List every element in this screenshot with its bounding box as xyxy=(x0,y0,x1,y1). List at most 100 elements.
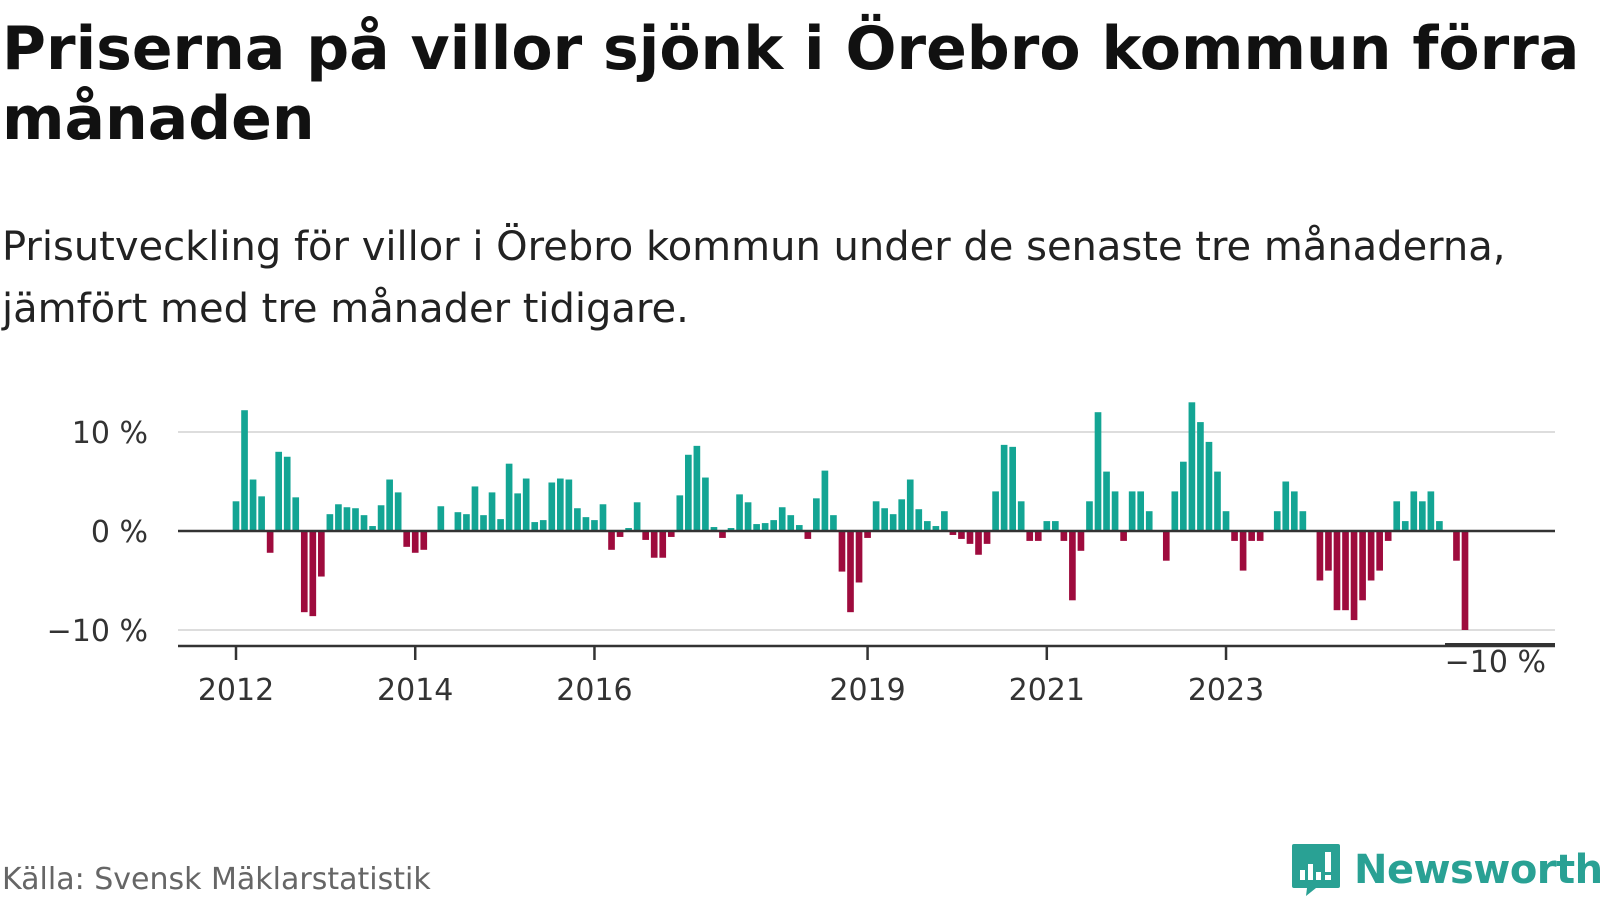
bar xyxy=(471,486,479,531)
bar xyxy=(232,501,240,531)
bar xyxy=(1419,501,1426,531)
bar xyxy=(1034,531,1042,541)
bar xyxy=(958,531,965,539)
bar xyxy=(1197,422,1204,531)
bar xyxy=(1111,491,1119,531)
bar xyxy=(1384,531,1392,541)
bar xyxy=(360,515,368,531)
bar xyxy=(539,520,547,531)
bar xyxy=(1086,501,1093,531)
bar xyxy=(1333,531,1341,611)
bar xyxy=(411,531,419,553)
bar xyxy=(727,528,735,531)
bar xyxy=(1000,444,1008,531)
bar xyxy=(1316,531,1324,581)
chart-subtitle: Prisutveckling för villor i Örebro kommu… xyxy=(2,224,1506,332)
bar xyxy=(1239,531,1247,571)
bar xyxy=(685,454,692,531)
bar xyxy=(1180,461,1187,531)
bar xyxy=(838,531,846,572)
bar xyxy=(463,514,470,531)
bar xyxy=(309,531,317,617)
bar xyxy=(719,531,726,538)
bar xyxy=(1052,521,1059,531)
bar xyxy=(394,492,402,531)
bar xyxy=(1350,531,1358,621)
bar xyxy=(744,502,752,531)
bar xyxy=(352,508,359,531)
source-note: Källa: Svensk Mäklarstatistik xyxy=(2,862,431,897)
bar xyxy=(369,526,376,531)
x-tick-label: 2016 xyxy=(556,673,632,708)
bar xyxy=(531,522,539,531)
brand-name: Newsworthy xyxy=(1354,847,1600,893)
bar xyxy=(249,479,257,531)
bar xyxy=(1222,511,1230,531)
bar xyxy=(1410,491,1418,531)
bar xyxy=(1393,501,1401,531)
x-tick-label: 2021 xyxy=(1009,673,1085,708)
brand-logo[interactable]: Newsworthy xyxy=(1290,842,1600,898)
bar xyxy=(1401,521,1409,531)
bar xyxy=(847,531,854,613)
bar xyxy=(1026,531,1034,541)
bar xyxy=(667,531,675,537)
bar xyxy=(855,531,863,583)
bar-chart: 10 % 0 % −10 % 2012 2014 2016 2019 2021 2023 −10 … xyxy=(47,402,1555,708)
bar xyxy=(514,493,521,531)
bar xyxy=(454,512,462,531)
bar xyxy=(497,519,504,531)
bar xyxy=(710,527,718,531)
bar xyxy=(1060,531,1068,541)
bar xyxy=(1256,531,1264,541)
bar xyxy=(932,526,940,531)
bar xyxy=(659,531,667,558)
bar xyxy=(1453,531,1460,561)
bar xyxy=(898,499,906,531)
bar xyxy=(548,482,556,531)
bar xyxy=(923,521,931,531)
bar xyxy=(591,520,598,531)
bar xyxy=(1120,531,1127,541)
y-tick-label: 0 % xyxy=(91,515,148,550)
bar xyxy=(335,504,342,531)
bar xyxy=(992,491,999,531)
bar xyxy=(266,531,274,553)
bar xyxy=(1376,531,1383,571)
bar xyxy=(343,507,351,531)
bar xyxy=(1427,491,1435,531)
bar xyxy=(770,520,778,531)
bar xyxy=(1094,412,1102,531)
bar xyxy=(480,515,487,531)
bar xyxy=(625,528,632,531)
bar xyxy=(633,502,641,531)
bar xyxy=(1461,531,1469,630)
y-tick-label: 10 % xyxy=(72,416,148,451)
bar xyxy=(283,456,291,531)
axis-layer xyxy=(178,529,1555,660)
bar xyxy=(505,463,513,531)
bar xyxy=(1282,481,1290,531)
bar xyxy=(574,508,581,531)
bar xyxy=(650,531,658,558)
bar xyxy=(1231,531,1238,541)
bar xyxy=(1069,531,1076,601)
bar xyxy=(258,496,265,531)
bar xyxy=(241,410,248,531)
bar xyxy=(1214,471,1221,531)
bar xyxy=(1273,511,1281,531)
bar xyxy=(966,531,974,544)
bar xyxy=(736,494,743,531)
bar xyxy=(795,525,803,531)
bar xyxy=(872,501,880,531)
bar xyxy=(975,531,982,555)
bar xyxy=(1103,471,1110,531)
bar xyxy=(642,531,649,540)
bar xyxy=(1299,511,1307,531)
bar xyxy=(1342,531,1349,611)
bar xyxy=(318,531,325,577)
bar xyxy=(488,492,496,531)
chart-title: Priserna på villor sjönk i Örebro kommun… xyxy=(2,14,1580,154)
bar xyxy=(702,477,709,531)
bar xyxy=(813,498,820,531)
